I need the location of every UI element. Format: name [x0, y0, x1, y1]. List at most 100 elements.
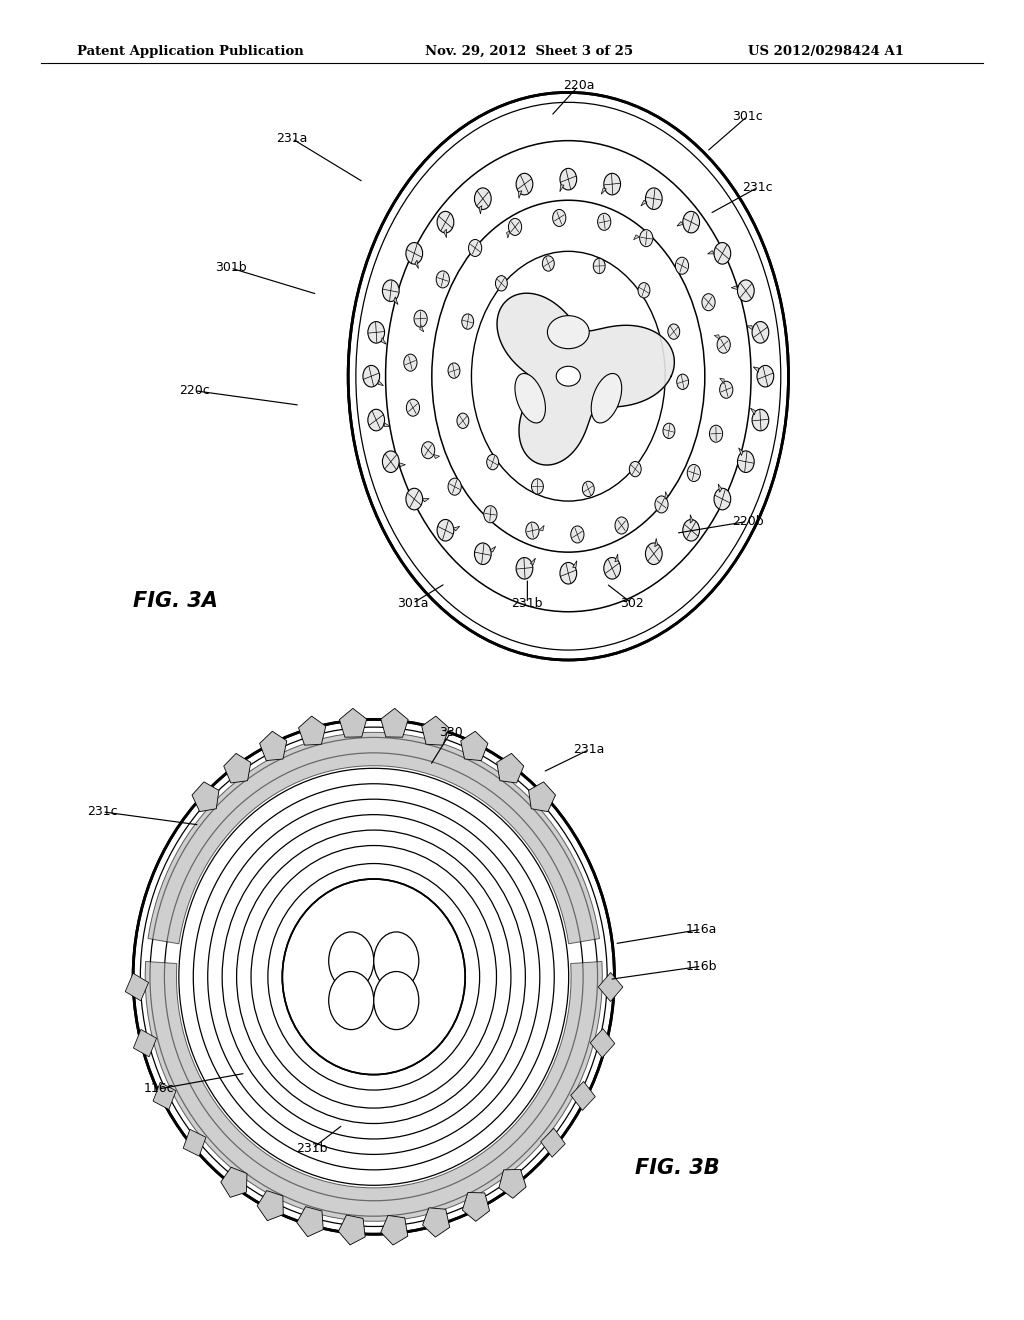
Circle shape	[714, 488, 731, 510]
Text: Patent Application Publication: Patent Application Publication	[77, 45, 303, 58]
Polygon shape	[384, 422, 390, 426]
Polygon shape	[715, 335, 720, 339]
Polygon shape	[654, 539, 657, 546]
Polygon shape	[598, 973, 623, 1002]
Polygon shape	[677, 222, 683, 226]
Text: Nov. 29, 2012  Sheet 3 of 25: Nov. 29, 2012 Sheet 3 of 25	[425, 45, 633, 58]
Polygon shape	[497, 754, 524, 783]
Polygon shape	[489, 546, 496, 552]
Text: 220c: 220c	[179, 384, 210, 397]
Polygon shape	[614, 554, 618, 561]
Circle shape	[382, 280, 399, 301]
Polygon shape	[260, 731, 287, 760]
Text: US 2012/0298424 A1: US 2012/0298424 A1	[748, 45, 903, 58]
Polygon shape	[718, 484, 722, 492]
Circle shape	[329, 972, 374, 1030]
Text: 231b: 231b	[297, 1142, 328, 1155]
Polygon shape	[147, 733, 600, 944]
Circle shape	[516, 557, 532, 579]
Polygon shape	[191, 781, 219, 812]
Polygon shape	[570, 1081, 595, 1110]
Circle shape	[403, 354, 417, 371]
Polygon shape	[394, 297, 398, 305]
Circle shape	[474, 187, 492, 210]
Polygon shape	[223, 754, 251, 783]
Circle shape	[457, 413, 469, 429]
Circle shape	[645, 187, 663, 210]
Text: 220b: 220b	[732, 515, 763, 528]
Circle shape	[526, 523, 539, 539]
Circle shape	[717, 337, 730, 354]
Circle shape	[663, 424, 675, 438]
Polygon shape	[297, 1206, 324, 1237]
Circle shape	[553, 210, 566, 227]
Polygon shape	[454, 527, 460, 531]
Polygon shape	[221, 1167, 247, 1197]
Ellipse shape	[283, 879, 465, 1074]
Text: 301c: 301c	[732, 110, 763, 123]
Circle shape	[436, 271, 450, 288]
Polygon shape	[133, 1030, 157, 1057]
Polygon shape	[720, 378, 724, 384]
Polygon shape	[423, 499, 429, 502]
Polygon shape	[751, 408, 756, 414]
Circle shape	[486, 454, 499, 470]
Circle shape	[676, 257, 688, 275]
Circle shape	[509, 218, 521, 235]
Circle shape	[469, 239, 481, 256]
Text: 330: 330	[438, 726, 463, 739]
Circle shape	[710, 425, 723, 442]
Circle shape	[604, 557, 621, 579]
Polygon shape	[462, 1192, 489, 1221]
Polygon shape	[690, 515, 693, 523]
Circle shape	[677, 374, 688, 389]
Polygon shape	[634, 235, 639, 240]
Circle shape	[560, 169, 577, 190]
Circle shape	[449, 478, 461, 495]
Circle shape	[570, 525, 584, 543]
Circle shape	[687, 465, 700, 482]
Circle shape	[437, 211, 454, 232]
Polygon shape	[339, 709, 367, 737]
Polygon shape	[738, 447, 742, 455]
Text: 231a: 231a	[276, 132, 307, 145]
Polygon shape	[381, 338, 386, 345]
Ellipse shape	[556, 366, 581, 387]
Polygon shape	[299, 715, 326, 746]
Circle shape	[474, 543, 492, 565]
Circle shape	[714, 243, 731, 264]
Ellipse shape	[133, 719, 614, 1234]
Polygon shape	[499, 1170, 526, 1199]
Circle shape	[668, 323, 680, 339]
Circle shape	[368, 409, 385, 430]
Circle shape	[496, 276, 507, 290]
Text: 301b: 301b	[215, 261, 246, 275]
Circle shape	[531, 479, 544, 494]
Polygon shape	[145, 961, 602, 1221]
Polygon shape	[560, 185, 564, 191]
Circle shape	[752, 409, 769, 430]
Polygon shape	[754, 367, 759, 372]
Polygon shape	[479, 206, 482, 214]
Polygon shape	[378, 380, 383, 385]
Polygon shape	[381, 709, 409, 737]
Circle shape	[615, 517, 628, 535]
Text: 231a: 231a	[573, 743, 604, 756]
Polygon shape	[641, 201, 647, 206]
Circle shape	[683, 520, 699, 541]
Polygon shape	[415, 260, 419, 268]
Circle shape	[422, 442, 435, 458]
Polygon shape	[530, 558, 536, 565]
Text: 116c: 116c	[143, 1082, 174, 1096]
Circle shape	[655, 496, 668, 513]
Circle shape	[598, 214, 610, 230]
Circle shape	[362, 366, 380, 387]
Circle shape	[543, 256, 554, 271]
Circle shape	[683, 211, 699, 232]
Polygon shape	[381, 1216, 408, 1245]
Polygon shape	[434, 454, 439, 458]
Circle shape	[471, 251, 666, 502]
Polygon shape	[423, 1208, 450, 1237]
Text: 116a: 116a	[686, 923, 717, 936]
Circle shape	[645, 543, 663, 565]
